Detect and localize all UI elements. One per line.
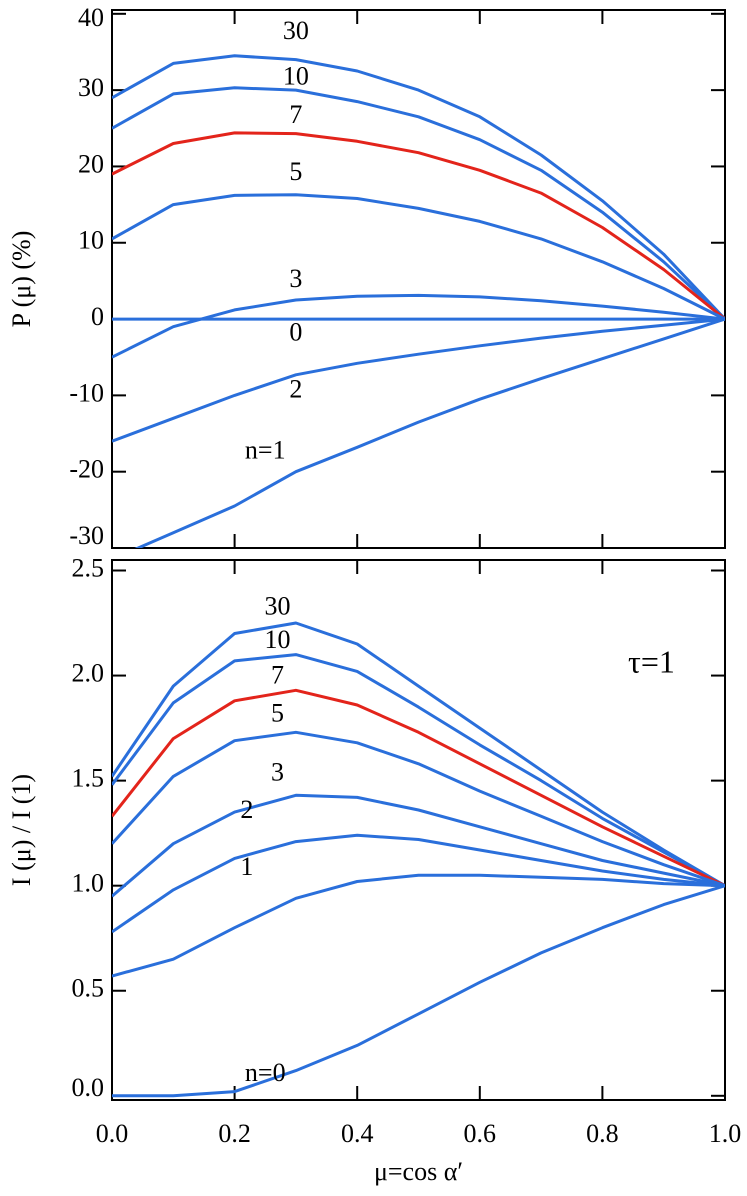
y-tick-label: 20 <box>78 149 104 178</box>
x-tick-label: 0.2 <box>218 1119 251 1148</box>
y-tick-label: 10 <box>78 226 104 255</box>
y-tick-label: 1.0 <box>72 869 105 898</box>
curve-label: 5 <box>289 157 302 186</box>
y-tick-label: -10 <box>69 378 104 407</box>
panel: 0.0 0.5 1.0 1.5 2.0 2.5 0.0 0.2 0.4 0.6 0.8 1.0 I (μ… <box>7 553 741 1185</box>
series-line <box>112 688 725 888</box>
y-tick-label: 2.0 <box>72 659 105 688</box>
x-tick-label: 0.0 <box>96 1119 129 1148</box>
series-line <box>112 730 725 888</box>
x-tick-label: 1.0 <box>709 1119 742 1148</box>
plot-frame <box>111 559 726 1101</box>
y-tick-label: 40 <box>78 3 104 32</box>
curve-label: 0 <box>289 317 302 346</box>
curve-label: n=0 <box>245 1058 286 1087</box>
y-tick-label: 0.0 <box>72 1073 105 1102</box>
series-line <box>112 131 725 321</box>
curve-label: n=1 <box>245 436 286 465</box>
series-line <box>112 293 725 359</box>
curve-label: 10 <box>265 625 291 654</box>
y-tick-label: 1.5 <box>72 764 105 793</box>
series-group <box>112 621 725 1098</box>
curve-label: 2 <box>289 375 302 404</box>
annotation: τ=1 <box>628 643 675 679</box>
series-line <box>112 873 725 978</box>
y-axis-label: P (μ) (%) <box>7 231 36 328</box>
y-axis-label: I (μ) / I (1) <box>7 774 36 886</box>
curve-label: 30 <box>265 591 291 620</box>
plot-frame <box>111 9 726 549</box>
series-line <box>112 193 725 321</box>
curve-label: 3 <box>289 264 302 293</box>
series-line <box>112 54 725 321</box>
x-tick-label: 0.4 <box>341 1119 374 1148</box>
series-line <box>112 793 725 898</box>
x-tick-label: 0.6 <box>464 1119 497 1148</box>
series-group <box>112 54 725 548</box>
x-axis-label: μ=cos α′ <box>374 1157 463 1186</box>
curve-label: 7 <box>289 100 302 129</box>
series-line <box>112 317 725 443</box>
series-line <box>112 621 725 887</box>
curve-label: 7 <box>271 661 284 690</box>
curve-label: 30 <box>283 16 309 45</box>
curve-label: 5 <box>271 698 284 727</box>
x-tick-label: 0.8 <box>586 1119 619 1148</box>
curve-label: 1 <box>240 852 253 881</box>
series-line <box>134 317 725 548</box>
y-tick-label: -30 <box>69 521 104 550</box>
y-tick-label: 2.5 <box>72 553 105 582</box>
series-line <box>112 833 725 934</box>
series-line <box>112 884 725 1098</box>
curve-label: 10 <box>283 62 309 91</box>
series-line <box>112 86 725 321</box>
y-tick-label: 30 <box>78 73 104 102</box>
y-tick-label: 0 <box>91 302 104 331</box>
curve-label: 2 <box>240 795 253 824</box>
y-tick-label: 0.5 <box>72 974 105 1003</box>
series-line <box>112 653 725 888</box>
curve-label: 3 <box>271 757 284 786</box>
y-tick-label: -20 <box>69 455 104 484</box>
